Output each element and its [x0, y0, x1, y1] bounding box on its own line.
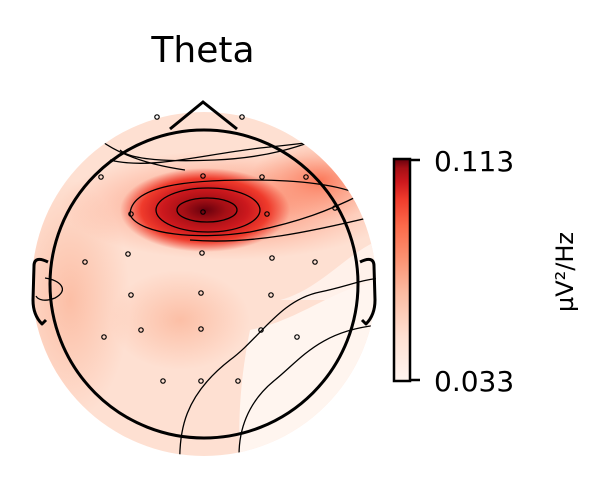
electrode-marker: [198, 378, 204, 384]
electrode-marker: [125, 251, 131, 257]
electrode-marker: [198, 290, 204, 296]
electrode-marker: [258, 327, 264, 333]
electrode-marker: [82, 259, 88, 265]
electrode-marker: [268, 292, 274, 298]
topomap-heatmap: [32, 112, 376, 456]
electrode-marker: [138, 327, 144, 333]
electrode-marker: [303, 174, 309, 180]
chart-title: Theta: [150, 30, 254, 71]
colorbar-gradient: [392, 157, 412, 383]
colorbar-label: µV²/Hz: [551, 232, 579, 312]
electrode-marker: [269, 255, 275, 261]
electrode-marker: [128, 211, 134, 217]
colorbar: 0.113 0.033 µV²/Hz: [392, 145, 579, 398]
electrode-marker: [239, 114, 245, 120]
electrode-marker: [98, 174, 104, 180]
colorbar-tick-min: 0.033: [434, 365, 514, 398]
electrode-marker: [128, 292, 134, 298]
electrode-marker: [101, 334, 107, 340]
head-outline: [31, 100, 377, 440]
electrode-marker: [199, 250, 205, 256]
electrode-marker: [235, 378, 241, 384]
electrode-marker: [264, 211, 270, 217]
electrode-markers: [82, 114, 338, 384]
electrode-marker: [200, 173, 206, 179]
electrode-marker: [160, 378, 166, 384]
electrode-marker: [259, 174, 265, 180]
electrode-marker: [294, 334, 300, 340]
electrode-marker: [154, 114, 160, 120]
electrode-marker: [198, 326, 204, 332]
electrode-marker: [312, 259, 318, 265]
electrode-marker: [200, 209, 206, 215]
colorbar-tick-max: 0.113: [434, 145, 514, 178]
